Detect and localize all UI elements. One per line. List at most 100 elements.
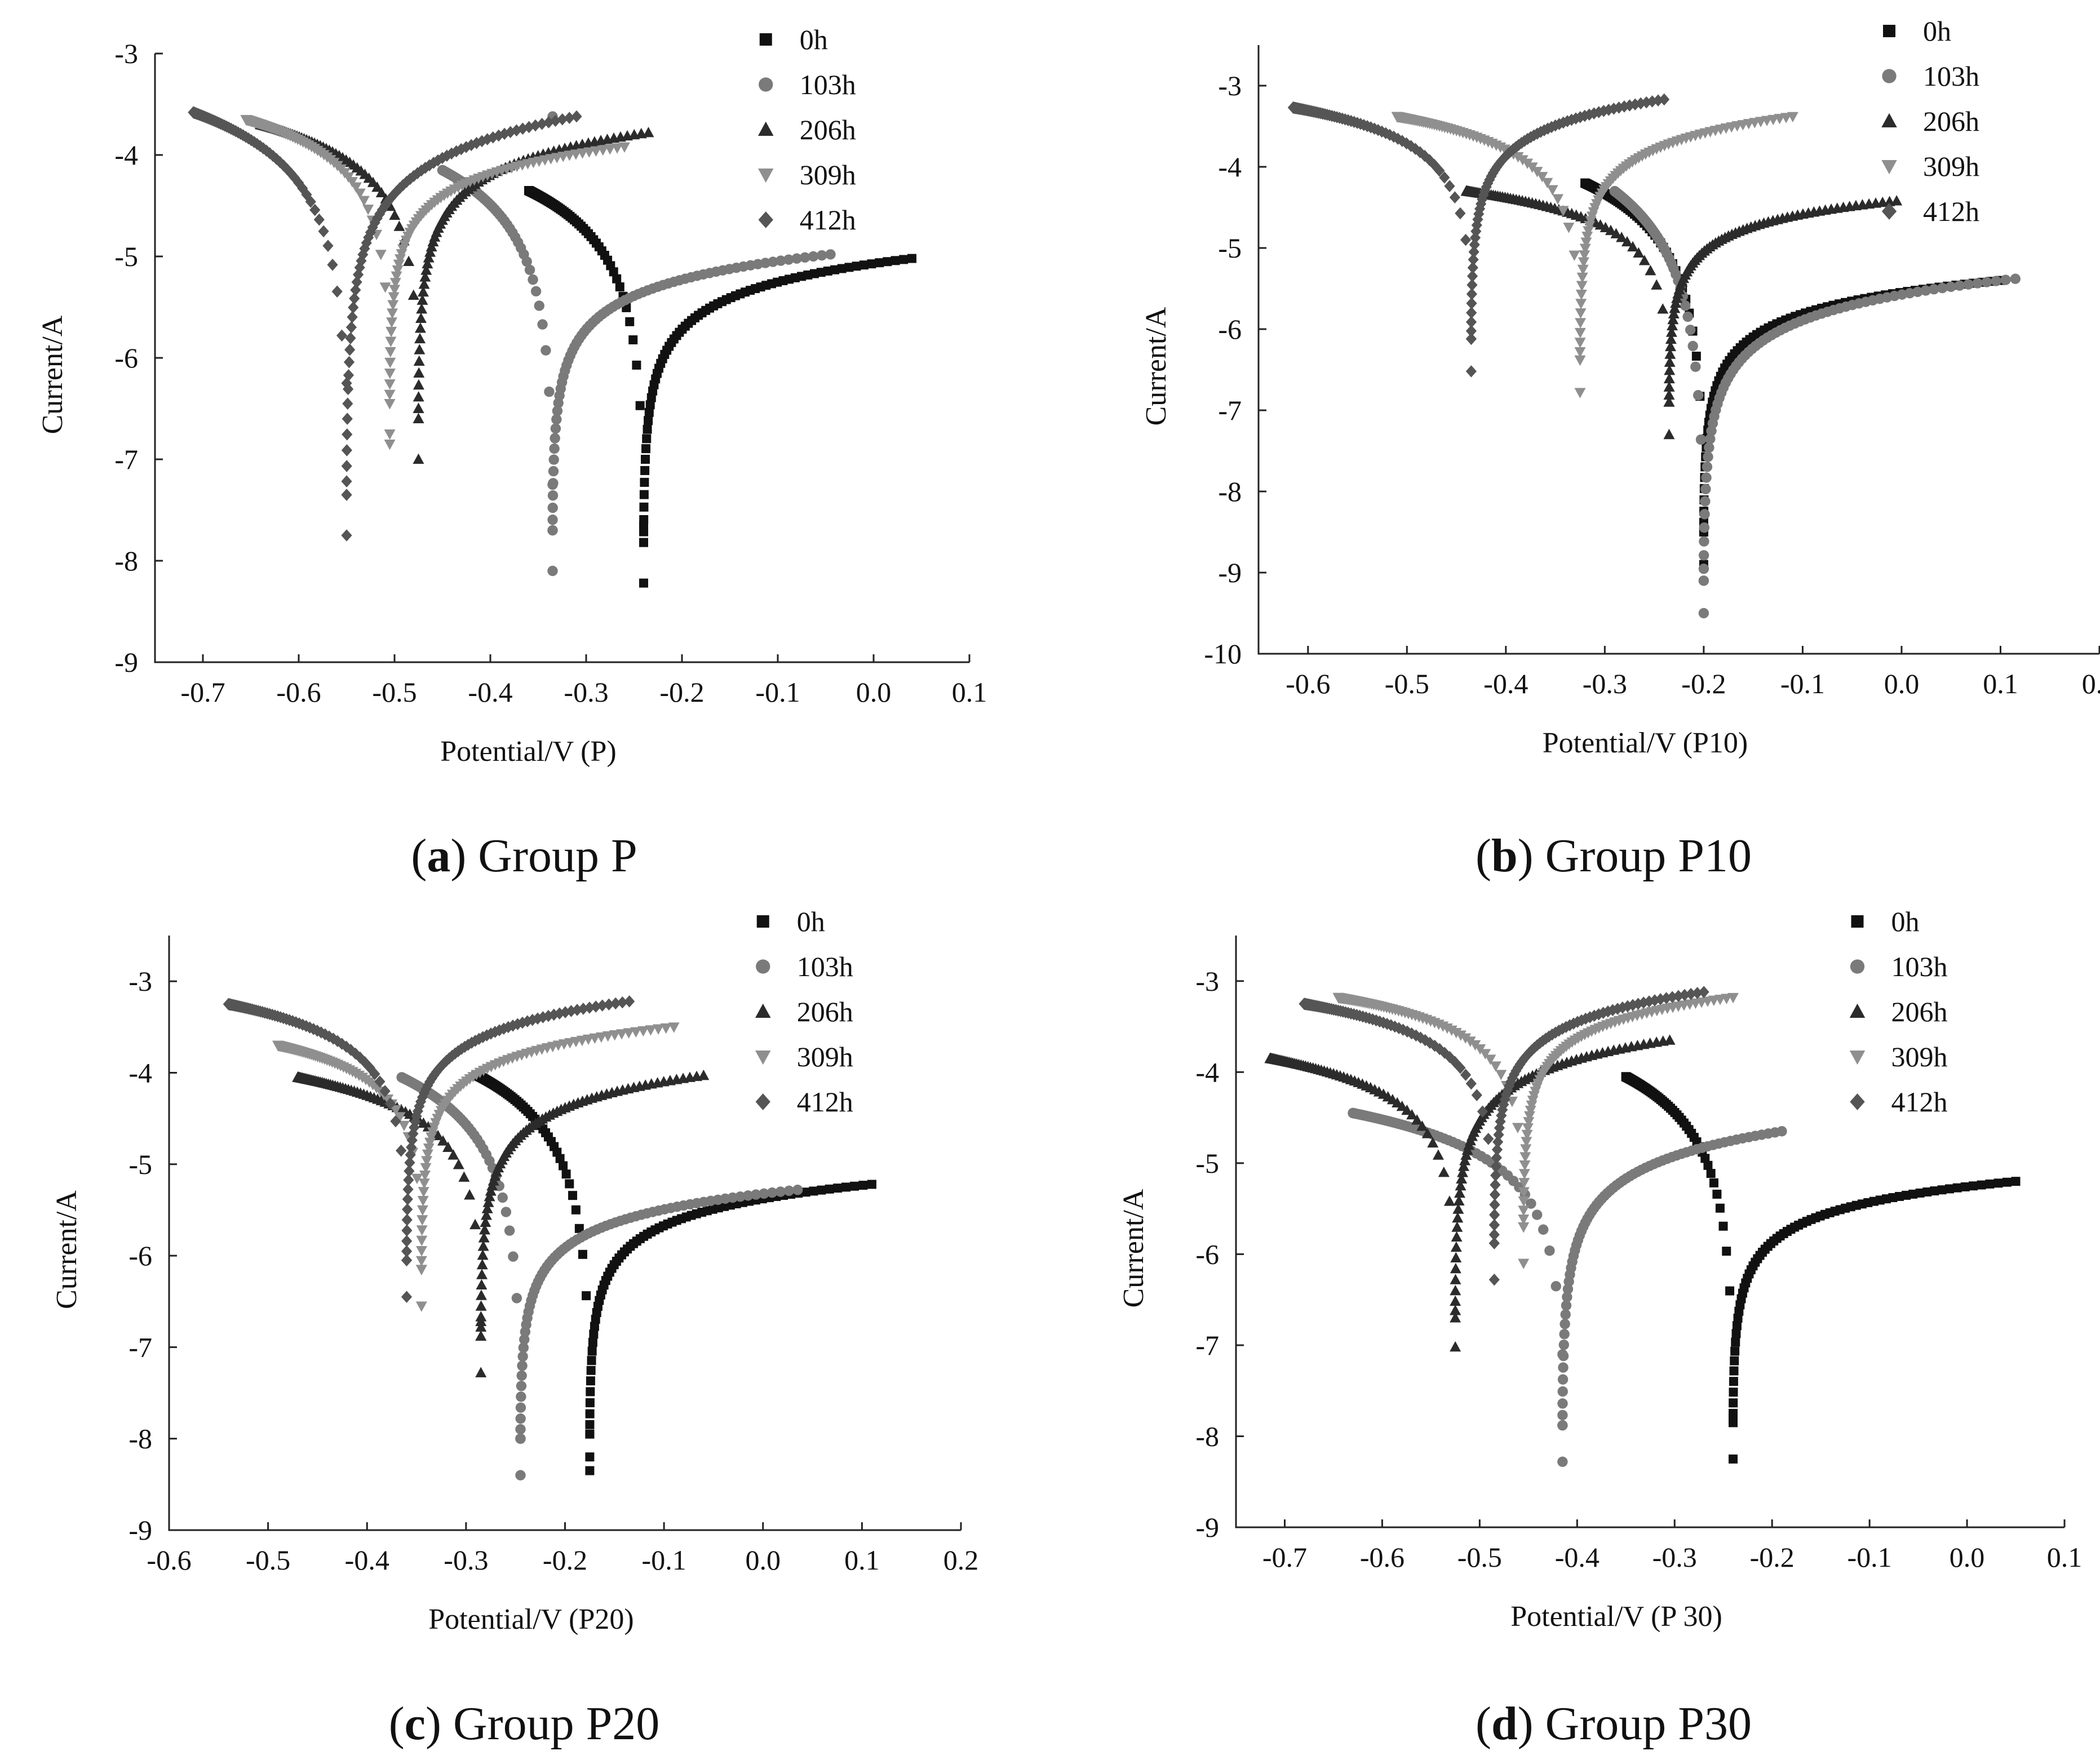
point-412h (1429, 1039, 1441, 1052)
y-tick-label: -5 (1218, 232, 1242, 264)
y-tick-label: -5 (1195, 1147, 1219, 1179)
outlier-0h (639, 578, 648, 588)
point-0h (1731, 1337, 1740, 1347)
point-412h (416, 164, 427, 177)
x-tick-label: -0.5 (1385, 668, 1429, 699)
point-412h (351, 276, 362, 289)
point-412h (1477, 1105, 1488, 1118)
y-tick-label: -6 (1218, 313, 1242, 345)
legend-label-412h: 412h (1923, 196, 1979, 227)
outlier-309h (1574, 388, 1586, 398)
point-412h (1593, 106, 1605, 118)
point-309h (623, 1028, 635, 1039)
outlier-0h (585, 1452, 595, 1462)
point-412h (407, 1127, 419, 1140)
x-tick-label: -0.4 (468, 676, 512, 708)
point-309h (388, 292, 400, 303)
x-tick-label: 0.1 (844, 1544, 880, 1576)
point-309h (645, 1025, 657, 1036)
legend-label-103h: 103h (1891, 951, 1948, 982)
point-206h (480, 1209, 492, 1220)
point-0h (1691, 351, 1701, 361)
y-tick-label: -7 (1195, 1329, 1219, 1361)
point-0h (1730, 1356, 1739, 1366)
point-103h (517, 1360, 528, 1371)
legend-label-0h: 0h (1891, 906, 1920, 937)
point-412h (424, 159, 435, 172)
y-tick-label: -9 (114, 646, 138, 678)
y-tick-label: -5 (129, 1149, 152, 1180)
point-206h (485, 1185, 497, 1196)
point-309h (1520, 1144, 1532, 1155)
point-412h (1691, 987, 1703, 999)
point-206h (1621, 236, 1633, 247)
point-309h (350, 182, 362, 193)
point-206h (476, 1258, 488, 1270)
point-309h (1577, 264, 1589, 276)
x-tick-label: -0.3 (444, 1544, 488, 1576)
point-103h (552, 405, 563, 416)
point-0h (850, 1181, 860, 1191)
y-axis-title: Current/A (51, 1190, 83, 1309)
point-103h (1929, 284, 1939, 295)
point-103h (500, 1207, 512, 1217)
point-206h (475, 1300, 487, 1311)
point-412h (1495, 1115, 1506, 1128)
outlier-103h (547, 565, 558, 577)
legend-marker-206h (755, 1003, 771, 1018)
point-412h (374, 1075, 386, 1088)
x-tick-label: -0.6 (147, 1544, 191, 1576)
point-103h (825, 249, 836, 260)
point-0h (585, 1420, 595, 1429)
point-103h (1705, 433, 1716, 445)
x-tick-label: -0.5 (372, 676, 417, 708)
point-206h (418, 278, 430, 289)
point-206h (1605, 224, 1616, 236)
point-412h (349, 292, 360, 305)
point-412h (1584, 108, 1595, 121)
point-103h (530, 286, 542, 297)
point-412h (565, 1005, 577, 1017)
point-103h (1991, 276, 2001, 286)
point-103h (1557, 1420, 1568, 1431)
point-103h (515, 1402, 526, 1413)
point-412h (1617, 1001, 1628, 1014)
point-309h (1519, 1152, 1531, 1163)
outlier-0h (639, 521, 648, 530)
point-309h (385, 336, 397, 347)
legend-label-0h: 0h (1923, 15, 1951, 47)
point-206h (417, 286, 429, 297)
point-103h (1698, 550, 1709, 561)
point-206h (1664, 340, 1676, 352)
point-103h (548, 454, 559, 465)
point-309h (590, 146, 602, 157)
point-309h (1583, 226, 1594, 237)
legend-marker-309h (758, 169, 774, 183)
point-206h (1452, 1212, 1464, 1223)
point-309h (1578, 257, 1589, 268)
point-103h (1699, 536, 1709, 547)
point-103h (1698, 564, 1709, 574)
point-0h (1729, 1366, 1739, 1376)
series-103h (1348, 1107, 1787, 1467)
point-103h (783, 254, 794, 265)
point-412h (488, 131, 499, 144)
point-412h (336, 329, 348, 342)
point-412h (1414, 146, 1426, 158)
y-tick-label: -5 (114, 241, 138, 272)
point-309h (630, 1027, 642, 1038)
chart-panel-c: -0.6 -0.5 -0.4 -0.3 -0.2 -0.1 0.0 0.1 0.2 -3 -4 -5 -… (0, 882, 1050, 1764)
point-412h (1698, 986, 1709, 998)
point-0h (867, 259, 876, 269)
point-309h (1574, 355, 1586, 366)
point-103h (1695, 434, 1707, 445)
series-309h (240, 115, 630, 450)
point-309h (1518, 1187, 1530, 1198)
point-309h (577, 148, 588, 159)
point-412h (305, 196, 316, 208)
point-412h (1455, 207, 1466, 220)
caption-a: (a) Group P (411, 830, 637, 882)
y-tick-label: -7 (129, 1331, 152, 1363)
point-0h (1969, 1181, 1978, 1191)
point-103h (1981, 277, 1992, 287)
